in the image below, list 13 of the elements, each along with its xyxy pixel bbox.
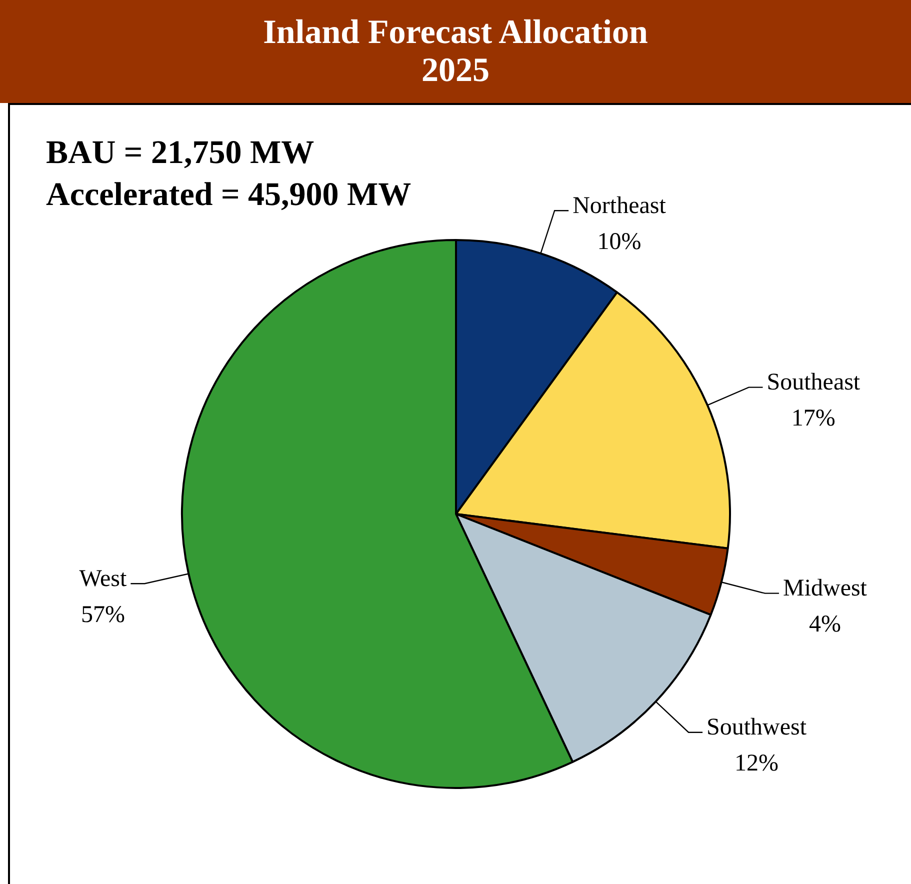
- data-label: 4%: [808, 612, 841, 638]
- data-label: 17%: [791, 406, 836, 432]
- data-label: 12%: [734, 750, 779, 777]
- chart-title: Inland Forecast Allocation 2025: [0, 0, 911, 103]
- slice-label: Midwest: [782, 576, 868, 602]
- slice-label: Northeast: [572, 192, 666, 219]
- text: BAU = 21,750 MW: [46, 134, 316, 173]
- data-label: 57%: [80, 602, 125, 628]
- slice-label: West: [79, 566, 128, 592]
- slice-label: Southwest: [706, 714, 807, 741]
- text: Accelerated = 45,900 MW: [46, 176, 412, 215]
- slice-label: Southeast: [766, 370, 860, 396]
- data-label: 10%: [597, 228, 642, 255]
